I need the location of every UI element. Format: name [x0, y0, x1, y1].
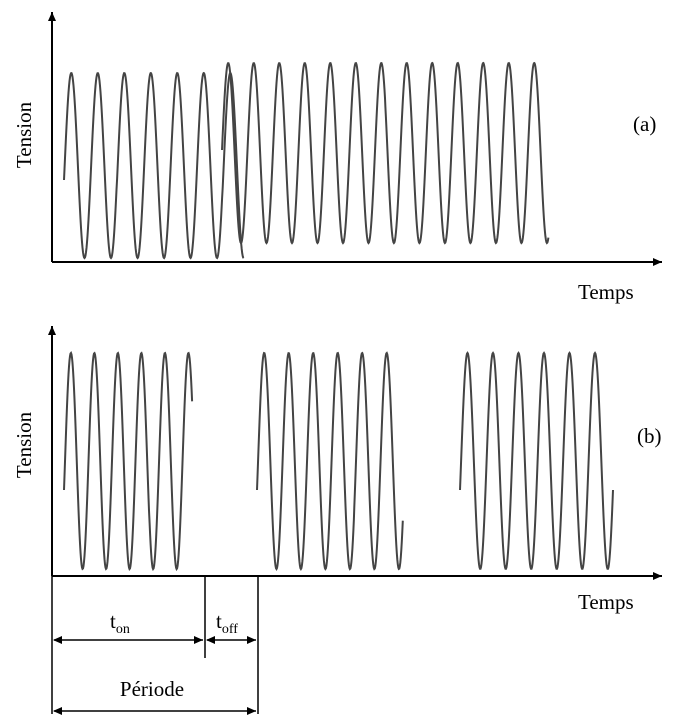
- panel-b-wave-burst-3: [459, 351, 614, 570]
- period-label: Période: [120, 677, 184, 701]
- t-on-label: ton: [110, 609, 130, 637]
- panel-a-wave-first-burst: [63, 71, 245, 260]
- panel-a-tag: (a): [633, 112, 656, 136]
- panel-a: Tension Temps (a): [12, 12, 662, 304]
- panel-a-y-label: Tension: [12, 101, 36, 168]
- panel-b-x-label: Temps: [578, 590, 634, 614]
- panel-b-wave-burst-1: [63, 351, 194, 572]
- panel-b-tag: (b): [637, 424, 662, 448]
- panel-a-x-label: Temps: [578, 280, 634, 304]
- panel-b-y-label: Tension: [12, 411, 36, 478]
- panel-b-wave-burst-2: [256, 351, 404, 572]
- panel-b: Tension Temps (b) ton toff Période: [12, 326, 662, 715]
- panel-a-wave-second-burst: [221, 61, 550, 245]
- t-off-label: toff: [216, 609, 238, 637]
